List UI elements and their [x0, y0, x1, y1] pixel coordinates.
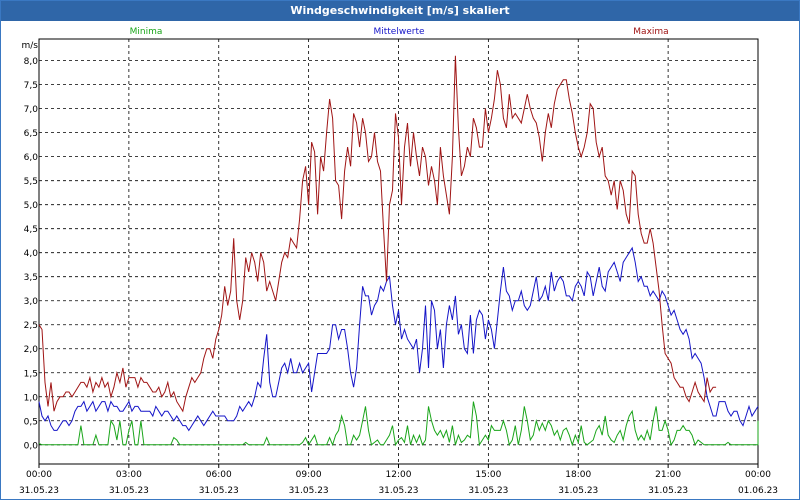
x-tick-date: 31.05.23 — [19, 486, 59, 496]
y-tick-label: 2,0 — [24, 345, 39, 355]
x-tick-date: 31.05.23 — [468, 486, 508, 496]
x-tick-date: 01.06.23 — [738, 486, 778, 496]
legend-mittelwerte: Mittelwerte — [373, 27, 424, 37]
y-axis-label: m/s — [22, 41, 39, 51]
grid — [39, 39, 758, 464]
series-group — [38, 55, 759, 447]
y-tick-label: 5,0 — [24, 201, 39, 211]
legend-maxima: Maxima — [633, 27, 668, 37]
x-tick-date: 31.05.23 — [289, 486, 329, 496]
x-tick-date: 31.05.23 — [199, 486, 239, 496]
y-tick-label: 7,5 — [24, 81, 38, 91]
y-tick-label: 0,5 — [24, 417, 38, 427]
y-tick-label: 8,0 — [24, 57, 39, 67]
series-line-maxima — [38, 55, 717, 413]
y-tick-label: 5,5 — [24, 177, 38, 187]
x-tick-date: 31.05.23 — [648, 486, 688, 496]
chart-svg: 0,0 0,5 1,0 1,5 2,0 2,5 3,0 3,5 4,0 4,5 5,0 5,5 6,0 6… — [19, 27, 778, 496]
y-tick-label: 1,0 — [24, 393, 39, 403]
x-tick-date: 31.05.23 — [109, 486, 149, 496]
x-tick-time: 15:00 — [475, 470, 501, 480]
x-tick-time: 03:00 — [116, 470, 142, 480]
legend-minima: Minima — [130, 27, 163, 37]
y-tick-label: 0,0 — [24, 441, 39, 451]
y-tick-label: 7,0 — [24, 105, 39, 115]
x-tick-time: 21:00 — [655, 470, 681, 480]
y-tick-label: 6,0 — [24, 153, 39, 163]
series-line-mittelwerte — [38, 246, 759, 432]
legend: Minima Mittelwerte Maxima — [130, 27, 669, 37]
window-title: Windgeschwindigkeit [m/s] skaliert — [1, 1, 799, 21]
y-tick-label: 4,0 — [24, 249, 39, 259]
y-tick-label: 3,5 — [24, 273, 38, 283]
x-tick-date: 31.05.23 — [558, 486, 598, 496]
y-tick-label: 2,5 — [24, 321, 38, 331]
x-tick-time: 00:00 — [745, 470, 771, 480]
y-tick-label: 6,5 — [24, 129, 38, 139]
plot-frame — [38, 38, 759, 465]
y-tick-label: 4,5 — [24, 225, 38, 235]
x-tick-time: 12:00 — [386, 470, 412, 480]
x-tick-time: 18:00 — [565, 470, 591, 480]
axes: 0,0 0,5 1,0 1,5 2,0 2,5 3,0 3,5 4,0 4,5 5,0 5,5 6,0 6… — [19, 38, 778, 496]
series-line-minima — [38, 401, 759, 447]
y-tick-label: 1,5 — [24, 369, 38, 379]
x-tick-time: 09:00 — [296, 470, 322, 480]
x-tick-date: 31.05.23 — [378, 486, 418, 496]
x-tick-time: 06:00 — [206, 470, 232, 480]
y-tick-label: 3,0 — [24, 297, 39, 307]
x-tick-time: 00:00 — [26, 470, 52, 480]
